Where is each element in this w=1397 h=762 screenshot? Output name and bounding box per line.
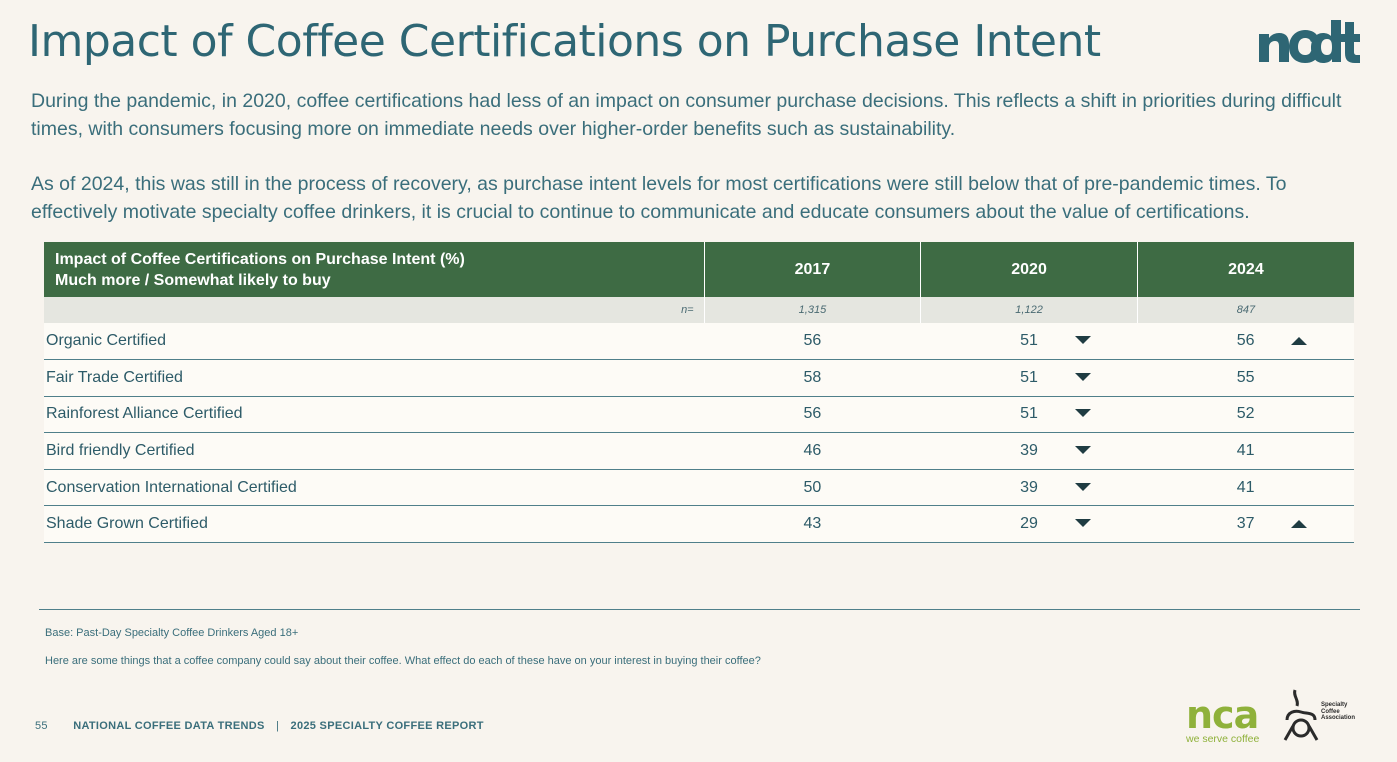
sca-text-line-1: Specialty [1321,702,1348,708]
table-row: Rainforest Alliance Certified 56 51 52 [44,396,1354,434]
cell-text: 50 [803,478,822,496]
row-label: Bird friendly Certified [44,432,705,470]
row-label: Conservation International Certified [44,469,705,507]
row-label: Rainforest Alliance Certified [44,396,705,434]
sca-emblem-icon [1283,689,1319,741]
sample-size-2024: 847 [1137,297,1354,323]
cell-text: 41 [1236,478,1255,496]
arrow-up-icon [1291,520,1308,529]
ncdt-logo [1259,20,1360,63]
arrow-down-icon [1074,482,1091,491]
cell-text: 51 [1020,405,1038,423]
cell-value: 56 [704,396,921,434]
cell-text: 43 [803,515,822,533]
table-title-line-1: Impact of Coffee Certifications on Purch… [55,250,465,268]
cell-value: 58 [704,359,921,397]
base-note: Base: Past-Day Specialty Coffee Drinkers… [45,627,299,639]
cell-text: 56 [803,405,822,423]
cell-value: 51 [920,396,1138,434]
footer-separator: | [276,720,280,732]
footer-left-text: NATIONAL COFFEE DATA TRENDS [73,720,265,732]
cell-value: 51 [920,323,1138,361]
cell-value: 41 [1137,432,1354,470]
cell-value: 37 [1137,505,1354,544]
cell-text: 56 [1236,332,1255,350]
arrow-down-icon [1074,372,1091,381]
cell-value: 46 [704,432,921,470]
intro-paragraph-2: As of 2024, this was still in the proces… [31,173,1287,223]
cell-value: 56 [704,323,921,361]
sca-wordmark: Specialty Coffee Association [1321,702,1355,722]
footer-divider [39,609,1360,610]
table-header-row: Impact of Coffee Certifications on Purch… [44,242,1354,297]
question-note: Here are some things that a coffee compa… [45,655,761,667]
cell-value: 55 [1137,359,1354,397]
table-row: Conservation International Certified 50 … [44,469,1354,507]
cell-text: 39 [1020,478,1038,496]
cell-text: 55 [1236,368,1255,386]
page-footer: 55 NATIONAL COFFEE DATA TRENDS | 2025 SP… [35,720,484,732]
table-row: Shade Grown Certified 43 29 37 [44,505,1354,544]
sca-logo: Specialty Coffee Association [1281,686,1361,742]
arrow-down-icon [1074,409,1091,418]
cell-text: 58 [803,368,822,386]
row-label: Fair Trade Certified [44,359,705,397]
sample-size-2017: 1,315 [704,297,922,323]
sca-text-line-3: Association [1321,715,1356,721]
arrow-down-icon [1074,519,1091,528]
sample-size-label: n= [44,297,705,323]
nca-logo-mark: nca [1186,693,1259,737]
cell-value: 39 [920,432,1138,470]
sample-size-row: n= 1,315 1,122 847 [44,297,1354,323]
cell-value: 52 [1137,396,1354,434]
table-row: Fair Trade Certified 58 51 55 [44,359,1354,397]
cell-text: 52 [1236,405,1255,423]
cell-value: 39 [920,469,1138,507]
cell-text: 56 [803,332,822,350]
page-title: Impact of Coffee Certifications on Purch… [28,16,1101,67]
year-header-2024: 2024 [1137,242,1354,297]
page-number: 55 [35,720,48,732]
table-row: Bird friendly Certified 46 39 41 [44,432,1354,470]
arrow-down-icon [1074,336,1091,345]
cell-value: 51 [920,359,1138,397]
cell-text: 41 [1236,442,1255,460]
table-row: Organic Certified 56 51 56 [44,323,1354,361]
cell-text: 51 [1020,332,1038,350]
cell-text: 46 [803,442,822,460]
sample-size-2020: 1,122 [920,297,1138,323]
cell-text: 51 [1020,368,1038,386]
cell-text: 29 [1020,515,1038,533]
certification-table: Impact of Coffee Certifications on Purch… [44,242,1354,544]
cell-value: 29 [920,505,1138,544]
sca-text-line-2: Coffee [1321,708,1340,715]
table-title: Impact of Coffee Certifications on Purch… [44,242,705,297]
cell-value: 43 [704,505,921,544]
row-label: Shade Grown Certified [44,505,705,544]
cell-value: 41 [1137,469,1354,507]
year-header-2020: 2020 [920,242,1138,297]
nca-tagline: we serve coffee [1186,733,1260,745]
cell-value: 50 [704,469,921,507]
arrow-up-icon [1291,337,1308,346]
table-title-line-2: Much more / Somewhat likely to buy [55,271,331,289]
nca-logo: nca we serve coffee [1186,693,1268,745]
year-header-2017: 2017 [704,242,922,297]
intro-paragraph-1: During the pandemic, in 2020, coffee cer… [31,90,1342,140]
cell-text: 39 [1020,442,1038,460]
row-label: Organic Certified [44,323,705,361]
footer-right-text: 2025 SPECIALTY COFFEE REPORT [290,720,484,732]
cell-value: 56 [1137,323,1354,361]
arrow-down-icon [1074,446,1091,455]
cell-text: 37 [1236,515,1255,533]
